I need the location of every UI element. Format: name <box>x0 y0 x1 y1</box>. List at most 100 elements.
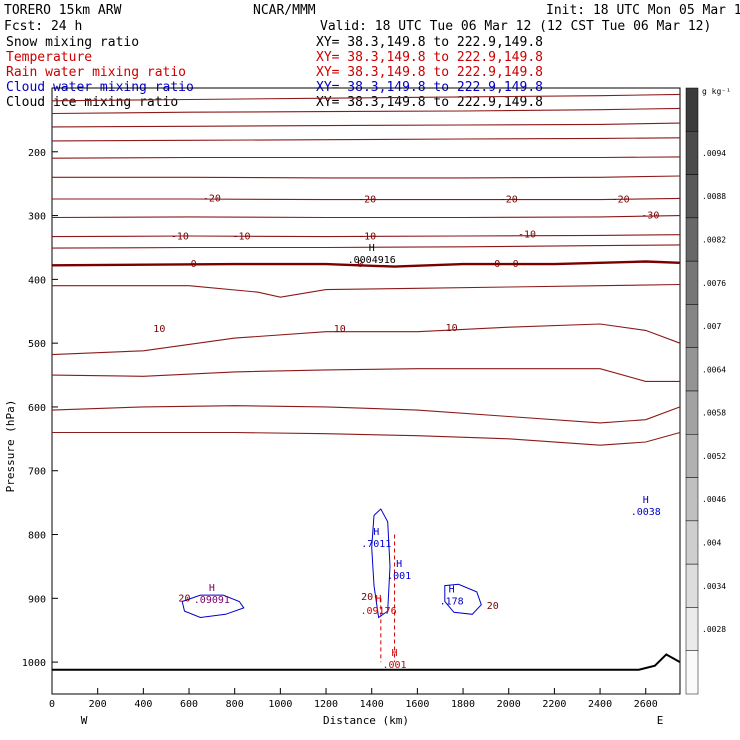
x-tick-label: 1800 <box>451 699 475 710</box>
temperature-label: -20 <box>500 195 518 206</box>
cloud-water-contour <box>181 594 245 619</box>
cloud-water-contour <box>371 508 391 619</box>
plot-frame <box>51 87 681 695</box>
colorbar-label: .0052 <box>702 452 726 461</box>
temperature-contour <box>51 244 681 249</box>
temperature-contour <box>52 197 681 201</box>
temperature-label: -10 <box>171 232 189 243</box>
colorbar-label: .0088 <box>702 192 726 201</box>
max-value-label: .001 <box>382 660 406 671</box>
y-axis-label: Pressure (hPa) <box>4 400 17 493</box>
x-tick-label: 200 <box>89 699 107 710</box>
temperature-contour <box>51 215 681 219</box>
temperature-label: -10 <box>358 232 376 243</box>
y-tick-label: 600 <box>28 403 46 414</box>
x-tick-label: 600 <box>180 699 198 710</box>
max-marker: H <box>369 243 375 254</box>
temperature-contour <box>51 107 681 115</box>
max-value-label: .0038 <box>631 507 661 518</box>
temperature-contour <box>52 283 681 298</box>
temperature-contour <box>51 368 680 382</box>
x-tick-label: 2400 <box>588 699 612 710</box>
terrain-line <box>52 653 681 671</box>
temperature-label: 0 <box>494 259 500 270</box>
colorbar-label: .0058 <box>702 409 726 418</box>
temperature-label: 20 <box>361 592 373 603</box>
colorbar-segment <box>685 563 699 608</box>
valid-time: Valid: 18 UTC Tue 06 Mar 12 (12 CST Tue … <box>320 19 711 34</box>
max-marker: H <box>376 594 382 605</box>
east-endpoint-label: E <box>657 714 664 727</box>
temperature-contour <box>51 405 681 424</box>
temperature-contour <box>51 156 681 159</box>
x-tick-label: 400 <box>134 699 152 710</box>
y-tick-label: 1000 <box>22 658 46 669</box>
max-value-label: .001 <box>387 571 411 582</box>
colorbar-segment <box>685 477 699 522</box>
max-marker: H <box>373 527 379 538</box>
x-tick-label: 1400 <box>360 699 384 710</box>
temperature-label: 20 <box>178 593 190 604</box>
x-tick-label: 2000 <box>497 699 521 710</box>
colorbar-label: .0046 <box>702 495 726 504</box>
colorbar-label: .004 <box>702 539 721 548</box>
colorbar-segment <box>685 87 699 132</box>
temperature-contour <box>51 260 681 268</box>
x-axis-label: Distance (km) <box>323 714 409 727</box>
field-xy: XY= 38.3,149.8 to 222.9,149.8 <box>316 95 543 110</box>
field-xy: XY= 38.3,149.8 to 222.9,149.8 <box>316 65 543 80</box>
colorbar-label: .0094 <box>702 149 726 158</box>
max-value-label: .7011 <box>361 539 391 550</box>
colorbar-label: .0028 <box>702 625 726 634</box>
temperature-label: -20 <box>612 195 630 206</box>
colorbar-segment <box>685 131 699 175</box>
x-axis: 0 200 400 600 800 1000 1200 1400 1600 1800 2000 220… <box>49 688 658 710</box>
max-value-label: .09176 <box>360 606 396 617</box>
temperature-contour <box>51 93 681 102</box>
temperature-label: -30 <box>641 211 659 222</box>
colorbar-segment <box>685 607 699 651</box>
x-tick-label: 1000 <box>268 699 292 710</box>
y-tick-label: 900 <box>28 594 46 605</box>
max-value-label: .0004916 <box>348 255 396 266</box>
temperature-label: -10 <box>518 230 536 241</box>
temperature-contour <box>51 234 681 238</box>
y-axis: 200 300 400 500 600 700 800 900 1000 <box>22 148 58 669</box>
x-tick-label: 0 <box>49 699 55 710</box>
y-tick-label: 500 <box>28 339 46 350</box>
max-marker: H <box>396 559 402 570</box>
x-tick-label: 1200 <box>314 699 338 710</box>
colorbar-label: .007 <box>702 322 721 331</box>
max-marker: H <box>643 495 649 506</box>
colorbar-label: .0064 <box>702 365 726 374</box>
max-value-label: .09091 <box>194 595 230 606</box>
field-name: Snow mixing ratio <box>6 35 139 50</box>
init-time: Init: 18 UTC Mon 05 Mar 12 <box>546 3 740 18</box>
field-name: Cloud ice mixing ratio <box>6 95 178 110</box>
colorbar-label: .0076 <box>702 279 726 288</box>
colorbar-segment <box>685 434 699 478</box>
colorbar-unit: g kg⁻¹ <box>702 87 731 96</box>
temperature-label: 20 <box>487 601 499 612</box>
colorbar-segment <box>685 520 699 565</box>
y-tick-label: 400 <box>28 275 46 286</box>
temperature-label: 0 <box>191 259 197 270</box>
max-marker: H <box>392 648 398 659</box>
y-tick-label: 200 <box>28 148 46 159</box>
colorbar-segment <box>685 347 699 392</box>
x-tick-label: 1600 <box>405 699 429 710</box>
plot-contents: -30 -20 -20 -20 -20 -10 -10 -10 -10 0 0 0 0 10 10 10 20 2… <box>51 93 681 671</box>
model-title: TORERO 15km ARW <box>4 3 122 18</box>
temperature-label: 10 <box>334 324 346 335</box>
colorbar: .0094 .0088 .0082 .0076 .007 .0064 .0058 .0052.… <box>685 87 726 695</box>
y-tick-label: 800 <box>28 531 46 542</box>
temperature-contour <box>51 122 681 128</box>
west-endpoint-label: W <box>81 714 88 727</box>
field-name: Temperature <box>6 50 92 65</box>
field-name: Rain water mixing ratio <box>6 65 186 80</box>
max-marker: H <box>449 584 455 595</box>
temperature-contour <box>52 431 681 446</box>
colorbar-label: .0082 <box>702 236 726 245</box>
temperature-label: 0 <box>513 259 519 270</box>
